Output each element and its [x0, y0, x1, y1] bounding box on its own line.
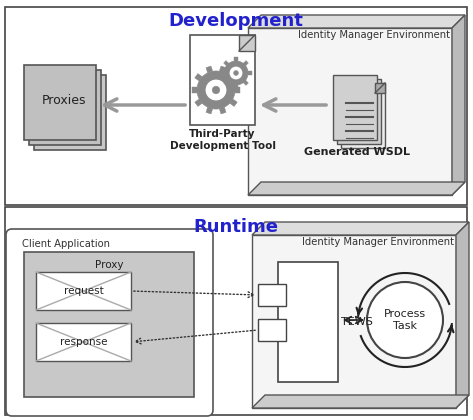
Text: Proxy: Proxy	[95, 260, 123, 270]
Polygon shape	[456, 222, 469, 408]
Text: response: response	[60, 337, 107, 347]
Polygon shape	[375, 83, 385, 93]
Polygon shape	[192, 87, 197, 93]
Text: request: request	[64, 286, 104, 296]
FancyBboxPatch shape	[6, 229, 213, 416]
Circle shape	[367, 282, 443, 358]
FancyBboxPatch shape	[337, 79, 381, 144]
FancyBboxPatch shape	[34, 75, 106, 150]
Polygon shape	[234, 84, 237, 89]
Polygon shape	[224, 80, 229, 85]
Text: Runtime: Runtime	[193, 218, 279, 236]
FancyBboxPatch shape	[5, 207, 467, 415]
Circle shape	[212, 86, 220, 94]
FancyBboxPatch shape	[24, 65, 96, 140]
Text: Identity Manager Environment: Identity Manager Environment	[302, 237, 454, 247]
Polygon shape	[230, 74, 237, 81]
Polygon shape	[206, 107, 213, 114]
Polygon shape	[252, 395, 469, 408]
FancyBboxPatch shape	[29, 70, 101, 145]
FancyBboxPatch shape	[24, 252, 194, 397]
Polygon shape	[195, 99, 202, 106]
FancyBboxPatch shape	[190, 35, 255, 125]
Polygon shape	[206, 66, 213, 73]
Polygon shape	[219, 107, 226, 114]
FancyBboxPatch shape	[333, 75, 377, 140]
Polygon shape	[247, 71, 252, 75]
FancyBboxPatch shape	[258, 319, 286, 341]
Circle shape	[234, 71, 238, 76]
Text: Third-Party
Development Tool: Third-Party Development Tool	[169, 129, 275, 151]
Polygon shape	[234, 57, 237, 61]
Text: Proxies: Proxies	[42, 94, 86, 107]
Circle shape	[205, 79, 227, 101]
Polygon shape	[243, 80, 248, 85]
Text: Development: Development	[168, 12, 304, 30]
FancyBboxPatch shape	[5, 7, 467, 205]
FancyBboxPatch shape	[278, 262, 338, 382]
Polygon shape	[195, 74, 202, 81]
Polygon shape	[248, 15, 465, 28]
FancyBboxPatch shape	[248, 28, 452, 195]
Text: TEWS: TEWS	[341, 317, 373, 327]
Polygon shape	[220, 71, 225, 75]
Polygon shape	[248, 182, 465, 195]
Text: Process
Task: Process Task	[384, 309, 426, 331]
Polygon shape	[452, 15, 465, 195]
Text: Generated WSDL: Generated WSDL	[304, 147, 410, 157]
Text: Identity Manager Environment: Identity Manager Environment	[298, 30, 450, 40]
Polygon shape	[219, 66, 226, 73]
FancyBboxPatch shape	[36, 323, 131, 361]
Polygon shape	[230, 99, 237, 106]
Polygon shape	[243, 60, 248, 66]
FancyBboxPatch shape	[252, 235, 456, 408]
Circle shape	[224, 61, 248, 85]
Polygon shape	[235, 87, 240, 93]
FancyBboxPatch shape	[341, 83, 385, 148]
FancyBboxPatch shape	[258, 284, 286, 306]
Text: Client Application: Client Application	[22, 239, 110, 249]
Polygon shape	[239, 35, 255, 51]
Circle shape	[197, 71, 235, 109]
FancyBboxPatch shape	[36, 272, 131, 310]
Circle shape	[229, 66, 243, 80]
Polygon shape	[224, 60, 229, 66]
Polygon shape	[252, 222, 469, 235]
